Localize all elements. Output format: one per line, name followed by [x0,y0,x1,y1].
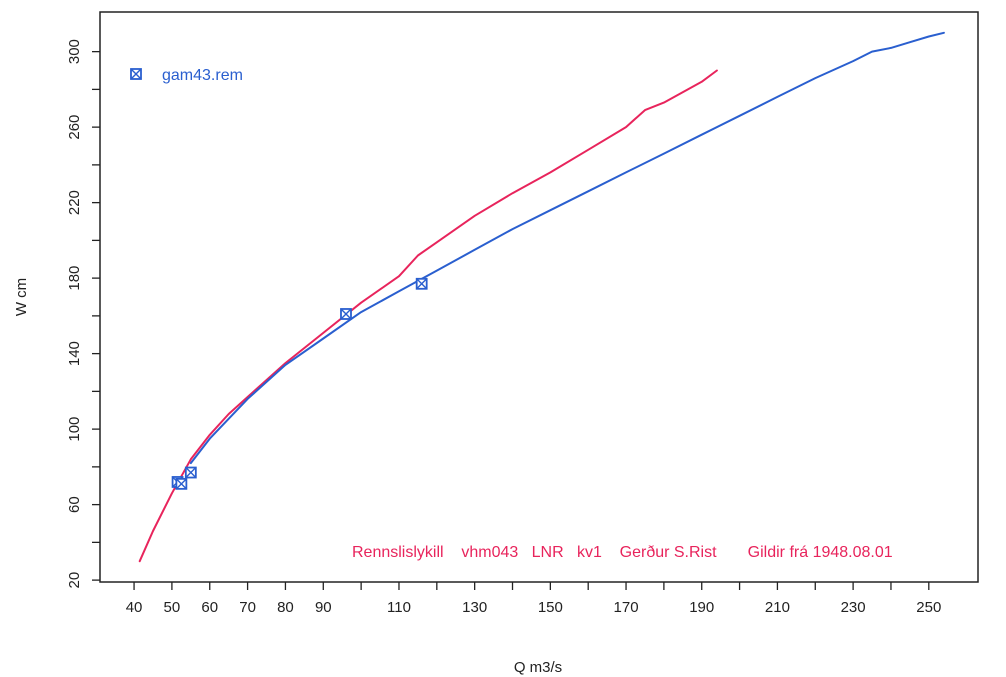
x-tick-label: 170 [614,599,639,616]
marker-cross-b [175,478,187,490]
y-tick-label: 140 [66,341,83,366]
series-line-0 [138,69,718,563]
x-axis: 40 50 60 70 80 90 110 130 150 170 190 210 230 250 [126,582,941,616]
x-tick-label: 60 [201,599,218,616]
plot-frame [99,11,979,583]
x-tick-label: 210 [765,599,790,616]
y-tick-label: 180 [66,266,83,291]
x-tick-label: 150 [538,599,563,616]
x-tick-label: 130 [462,599,487,616]
x-tick-label: 80 [277,599,294,616]
y-axis: 20 60 100 140 180 220 260 300 [66,39,100,588]
x-tick-label: 50 [164,599,181,616]
legend-marker [130,68,142,80]
legend-label: gam43.rem [162,67,243,84]
x-tick-label: 70 [239,599,256,616]
x-tick-label: 190 [689,599,714,616]
marker-cross-b [130,68,142,80]
scatter-point [340,308,352,320]
scatter-point [415,277,428,290]
y-tick-label: 260 [66,115,83,140]
chart-annotation: Rennslislykill vhm043 LNR kv1 Gerður S.R… [352,544,893,561]
marker-cross-b [416,278,428,290]
y-tick-label: 60 [66,496,83,513]
marker-cross-b [185,467,197,479]
scatter-point [175,477,188,490]
x-tick-label: 40 [126,599,143,616]
marker-cross-b [340,308,352,320]
y-axis-title: W cm [13,278,30,316]
series-line-1 [189,31,945,465]
x-tick-label: 110 [387,599,411,616]
scatter-point [184,466,197,479]
x-tick-label: 250 [916,599,941,616]
y-tick-label: 220 [66,190,83,215]
legend: gam43.rem [130,67,243,84]
x-axis-title: Q m3/s [514,659,562,676]
x-tick-label: 230 [841,599,866,616]
x-tick-label: 90 [315,599,332,616]
y-tick-label: 100 [66,417,83,442]
y-tick-label: 20 [66,572,83,589]
series-layer [138,31,945,563]
y-tick-label: 300 [66,39,83,64]
